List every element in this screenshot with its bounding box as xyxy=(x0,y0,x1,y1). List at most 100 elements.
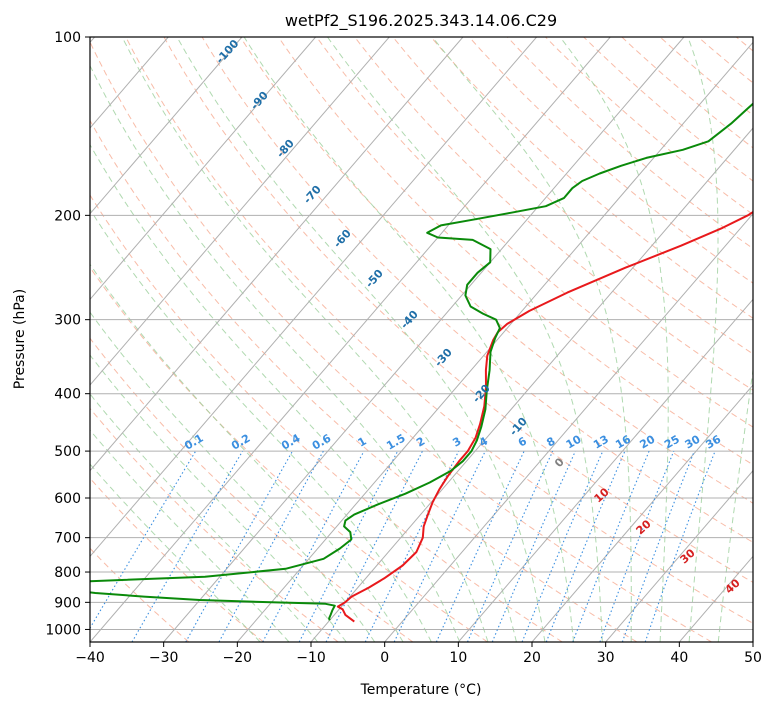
x-tick-label: 40 xyxy=(670,650,688,666)
moist-adiabat xyxy=(717,366,753,642)
moist-adiabat xyxy=(90,354,347,642)
isotherm-gridline xyxy=(90,37,464,472)
mixing-ratio-line xyxy=(466,450,554,642)
isotherm-gridline xyxy=(236,41,753,642)
isotherm-gridline xyxy=(531,384,753,642)
mixing-ratio-label: 1 xyxy=(356,435,369,450)
moist-adiabat xyxy=(90,143,461,642)
dry-adiabat xyxy=(430,37,753,319)
moist-adiabat xyxy=(90,463,261,642)
y-tick-label: 900 xyxy=(54,595,81,611)
plot-frame xyxy=(89,36,754,643)
plot-data xyxy=(90,102,753,623)
moist-adiabat xyxy=(327,37,603,642)
dewpoint-profile-line xyxy=(90,102,753,621)
mixing-ratio-line xyxy=(621,450,695,642)
isotherm-label: -100 xyxy=(213,37,241,66)
mixing-ratio-label: 8 xyxy=(544,435,557,450)
y-tick-label: 200 xyxy=(54,208,81,224)
dry-adiabat xyxy=(316,37,753,428)
moist-adiabat xyxy=(687,37,719,642)
y-tick-label: 100 xyxy=(54,30,81,46)
mixing-ratio-line xyxy=(644,450,716,642)
dry-adiabat xyxy=(545,37,753,216)
y-tick-label: 400 xyxy=(54,387,81,403)
dry-adiabat xyxy=(90,119,638,642)
axes: −40 −30 −20 −10 0 10 20 30 40 50 100 200 300 400 500 60… xyxy=(45,30,762,666)
mixing-ratio-label: 25 xyxy=(662,433,682,452)
x-tick-label: −30 xyxy=(149,650,179,666)
dry-adiabat xyxy=(90,266,488,642)
dry-adiabat xyxy=(354,37,753,391)
dry-adiabat xyxy=(163,37,753,583)
mixing-ratio-label: 0.2 xyxy=(229,432,252,453)
dry-adiabat xyxy=(125,37,753,624)
dry-adiabat xyxy=(90,477,264,642)
mixing-ratio-label: 2 xyxy=(414,435,427,450)
x-tick-label: 20 xyxy=(523,650,541,666)
mixing-ratio-line xyxy=(599,450,675,642)
isotherm-gridline xyxy=(752,641,753,642)
moist-adiabat xyxy=(90,393,319,642)
x-tick-label: 50 xyxy=(744,650,762,666)
y-tick-label: 800 xyxy=(54,565,81,581)
mixing-ratio-label: 0.4 xyxy=(279,431,303,452)
mixing-ratio-line xyxy=(325,450,423,642)
temperature-profile-line xyxy=(336,210,753,623)
isotherm-gridline xyxy=(90,37,317,301)
mixing-ratio-label: 0.6 xyxy=(310,431,334,452)
isotherm-gridline xyxy=(90,37,243,215)
isotherm-gridline xyxy=(90,37,390,386)
isotherm-label: -50 xyxy=(363,267,386,291)
wetbulb-label: 30 xyxy=(678,546,698,566)
dry-adiabat xyxy=(90,337,414,642)
chart-title: wetPf2_S196.2025.343.14.06.C29 xyxy=(285,11,557,31)
isotherm-gridline xyxy=(384,212,753,642)
dry-adiabat xyxy=(201,37,753,543)
isotherm-gridline xyxy=(90,37,538,558)
mixing-ratio-line xyxy=(131,450,244,642)
isotherm-label: -80 xyxy=(274,137,297,161)
moist-adiabat xyxy=(90,64,489,642)
mixing-ratio-line xyxy=(218,450,324,642)
dry-adiabat xyxy=(697,37,753,84)
mixing-ratio-line xyxy=(435,450,525,642)
isotherm-label: -10 xyxy=(507,415,530,439)
mixing-ratio-label: 3 xyxy=(450,435,463,450)
x-axis-label: Temperature (°C) xyxy=(360,682,482,698)
dry-adiabat xyxy=(90,547,190,642)
x-tick-label: 0 xyxy=(380,650,389,666)
x-tick-label: −40 xyxy=(75,650,105,666)
moist-adiabat xyxy=(90,263,404,642)
dry-adiabat xyxy=(239,37,753,504)
moist-adiabat xyxy=(176,37,546,642)
y-tick-label: 600 xyxy=(54,491,81,507)
mixing-ratio-label: 30 xyxy=(683,432,703,451)
isotherm-label: -60 xyxy=(331,227,354,251)
dry-adiabat xyxy=(507,37,753,250)
dry-adiabat xyxy=(90,407,339,642)
isotherm-gridline xyxy=(605,469,753,642)
y-axis-label: Pressure (hPa) xyxy=(12,289,28,389)
mixing-ratio-line xyxy=(393,450,486,642)
moist-adiabat xyxy=(90,311,376,642)
moist-adiabat xyxy=(243,37,575,642)
dry-adiabat xyxy=(90,194,563,642)
mixing-ratio-label: 1.5 xyxy=(384,432,407,453)
moist-adiabat xyxy=(90,429,290,642)
y-tick-label: 300 xyxy=(54,313,81,329)
mixing-ratio-label: 13 xyxy=(591,433,611,452)
dry-adiabat xyxy=(392,37,753,355)
mixing-ratio-line xyxy=(185,450,293,642)
moist-adiabat xyxy=(90,208,432,642)
isotherm-gridline xyxy=(163,37,685,642)
moist-adiabat xyxy=(559,37,669,642)
plot-background xyxy=(90,37,753,642)
mixing-ratio-label: 10 xyxy=(564,432,584,451)
y-tick-label: 700 xyxy=(54,531,81,547)
y-tick-label: 1000 xyxy=(45,622,81,638)
mixing-ratio-label: 16 xyxy=(613,432,633,451)
mixing-ratio-label: 0.1 xyxy=(182,432,205,453)
mixing-ratio-line xyxy=(545,450,626,642)
